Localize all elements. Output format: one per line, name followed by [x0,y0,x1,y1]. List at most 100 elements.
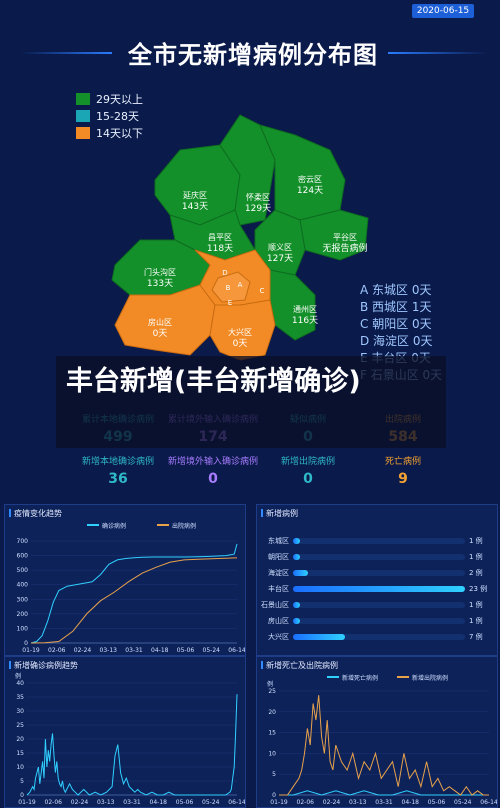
headline-overlay [56,356,446,448]
y-tick-label: 10 [16,764,24,771]
bar-track [293,570,465,576]
new-cases-bars: 东城区 1 例朝阳区 1 例海淀区 2 例丰台区 23 例石景山区 1 例房山区 1 例大兴… [261,535,493,650]
y-tick-label: 500 [17,567,29,574]
stat-label: 新增出院病例 [280,457,335,467]
x-tick-label: 02-06 [48,647,66,654]
x-tick-label: 02-24 [323,799,341,806]
map-region-value: 129天 [245,204,271,214]
bar-row: 房山区 1 例 [261,615,493,627]
x-tick-label: 06-14 [480,799,497,806]
x-tick-label: 04-18 [151,647,169,654]
trend-title: 疫情变化趋势 [9,508,62,519]
map-letter: D [222,269,227,277]
bar-row: 东城区 1 例 [261,535,493,547]
x-tick-label: 04-18 [150,799,168,806]
new-cases-panel: 新增病例 东城区 1 例朝阳区 1 例海淀区 2 例丰台区 23 例石景山区 1 例房山区… [256,504,498,656]
map-region-name: 顺义区 [268,243,292,252]
y-tick-label: 20 [268,709,276,716]
bar-category: 石景山区 [261,601,289,609]
y-tick-label: 25 [16,722,24,729]
bar-value: 2 例 [469,569,483,577]
x-tick-label: 06-14 [228,647,245,654]
x-tick-label: 04-18 [402,799,420,806]
map-region-value: 133天 [147,279,173,289]
y-tick-label: 0 [272,792,276,799]
y-tick-label: 5 [272,771,276,778]
x-tick-label: 05-06 [176,799,194,806]
x-tick-label: 02-06 [297,799,315,806]
x-tick-label: 02-24 [71,799,89,806]
series-line [30,557,237,644]
legend-label: 新增死亡病例 [342,674,378,682]
bar-category: 朝阳区 [268,553,289,561]
map-region-name: 怀柔区 [246,192,270,202]
x-tick-label: 05-06 [177,647,195,654]
legend-swatch [76,127,90,139]
bar-row: 大兴区 7 例 [261,631,493,643]
stat-label: 新增本地确诊病例 [81,457,154,467]
map-region-value: 116天 [292,316,318,326]
title-line-right [388,52,488,54]
y-tick-label: 5 [20,778,24,785]
map-region-value: 无报告病例 [322,242,367,254]
bar-value: 1 例 [469,601,483,609]
district-row: A 东城区 0天 [360,283,432,297]
legend-label: 确诊病例 [102,522,126,530]
map-legend-item: 29天以上 [76,92,143,106]
stat-value: 0 [303,471,313,487]
map-legend-item: 14天以下 [76,126,143,140]
stat-card: 新增本地确诊病例 36 [63,454,173,487]
legend-swatch [76,93,90,105]
y-tick-label: 200 [17,611,29,618]
stat-value: 0 [208,471,218,487]
map-region-value: 127天 [267,254,293,264]
series-line [26,694,238,796]
y-tick-label: 400 [17,582,29,589]
x-tick-label: 01-19 [270,799,288,806]
district-row: C 朝阳区 0天 [360,317,432,331]
bar-track [293,618,465,624]
daily-new-chart: 例 0 5 10 15 20 25 30 35 40 01-19 02-06 02-24 03-13 03-… [15,672,245,806]
x-tick-label: 01-19 [18,799,36,806]
x-tick-label: 01-19 [22,647,40,654]
y-tick-label: 20 [16,736,24,743]
legend-label: 29天以上 [96,93,143,106]
series-line [279,695,489,796]
trend-chart: 确诊病例 出院病例 0 100 200 300 400 500 600 700 01-19 02-06… [17,522,245,654]
stat-card: 死亡病例 9 [348,454,458,487]
bar-value: 1 例 [469,537,483,545]
y-tick-label: 600 [17,553,29,560]
map-region-name: 昌平区 [208,233,232,242]
map-region-value: 143天 [182,202,208,212]
legend-label: 15-28天 [96,110,139,123]
map-region-name: 通州区 [293,304,317,314]
bar-fill [293,538,301,544]
y-tick-label: 300 [17,596,29,603]
bar-category: 房山区 [268,617,289,625]
headline-text: 丰台新增(丰台新增确诊) [66,366,361,397]
x-tick-label: 05-06 [428,799,446,806]
stat-value: 36 [108,471,128,487]
map-letter: A [238,281,243,289]
bar-value: 1 例 [469,553,483,561]
bar-category: 大兴区 [268,633,289,641]
stat-label: 死亡病例 [384,457,421,467]
map-region-value: 118天 [207,244,233,254]
new-cases-title: 新增病例 [261,508,298,519]
title-line-left [20,52,112,54]
bar-value: 7 例 [469,633,483,641]
trend-panel: 疫情变化趋势 确诊病例 出院病例 0 100 200 300 400 500 600 700 01-… [4,504,246,656]
daily-new-title: 新增确诊病例趋势 [9,660,78,671]
bar-track [293,586,465,592]
x-tick-label: 06-14 [228,799,245,806]
map-region-name: 大兴区 [228,327,252,337]
stat-card: 新增境外输入确诊病例 0 [158,454,268,487]
x-tick-label: 03-13 [97,799,115,806]
y-tick-label: 35 [16,694,24,701]
map-region-name: 密云区 [298,174,322,184]
bar-track [293,538,465,544]
bar-row: 朝阳区 1 例 [261,551,493,563]
district-row: B 西城区 1天 [360,300,432,314]
